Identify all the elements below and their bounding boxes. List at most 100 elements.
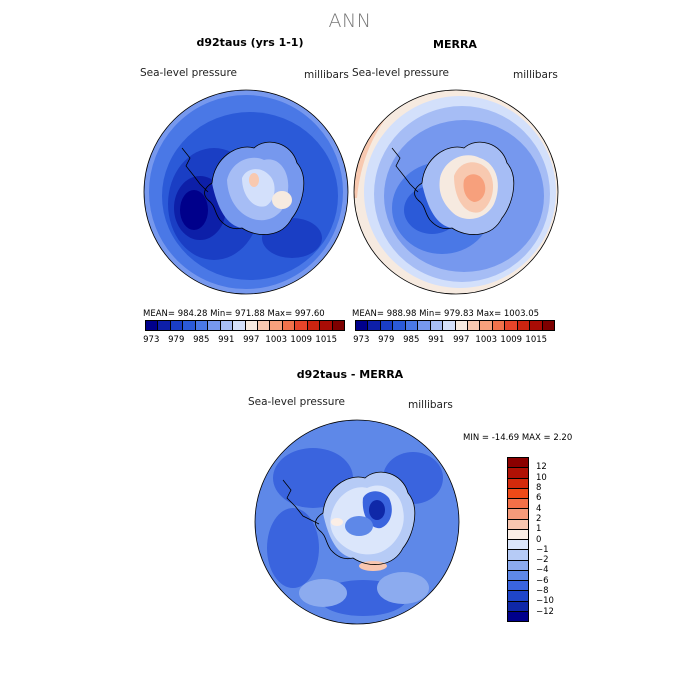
panel1-colorbar-labels: 973 979 985 991 997 1003 1009 1015 [143,335,345,347]
colorbar-swatch [405,321,419,330]
colorbar-swatch [508,581,528,592]
colorbar-swatch [158,321,171,330]
colorbar-swatch [208,321,221,330]
colorbar-swatch [508,540,528,551]
panel3-units: millibars [408,399,453,411]
colorbar-tick-label: 985 [403,335,420,345]
colorbar-swatch [508,611,528,621]
colorbar-swatch [356,321,369,330]
colorbar-swatch [508,519,528,530]
colorbar-tick-label: 12 [536,462,547,473]
colorbar-tick-label: 2 [536,513,542,524]
colorbar-tick-label: 973 [353,335,370,345]
panel2-polar-map [353,89,559,295]
panel2-stats: MEAN= 988.98 Min= 979.83 Max= 1003.05 [352,309,540,319]
colorbar-swatch [320,321,333,330]
colorbar-tick-label: 991 [428,335,445,345]
colorbar-tick-label: −6 [536,575,549,586]
colorbar-swatch [393,321,406,330]
colorbar-swatch [492,321,506,330]
colorbar-swatch [508,509,528,520]
colorbar-swatch [443,321,456,330]
colorbar-tick-label: 997 [243,335,260,345]
colorbar-tick-label: 1 [536,524,542,535]
colorbar-swatch [245,321,258,330]
colorbar-swatch [183,321,196,330]
panel3-title: d92taus - MERRA [296,368,404,381]
panel3-colorbar-labels: 12 10 8 6 4 2 1 0 −1 −2 −4 −6 −8 −10 −12 [536,457,576,622]
colorbar-swatch [282,321,296,330]
colorbar-swatch [508,591,528,602]
colorbar-swatch [505,321,518,330]
colorbar-swatch [508,601,528,612]
colorbar-swatch [307,321,321,330]
panel1-polar-map [143,89,349,295]
colorbar-tick-label: −1 [536,544,549,555]
colorbar-swatch [480,321,493,330]
panel2-colorbar-labels: 973 979 985 991 997 1003 1009 1015 [353,335,555,347]
colorbar-swatch [508,499,528,510]
colorbar-swatch [508,478,528,489]
colorbar-tick-label: 979 [378,335,395,345]
colorbar-tick-label: −10 [536,596,554,607]
colorbar-tick-label: 997 [453,335,470,345]
colorbar-swatch [170,321,184,330]
colorbar-swatch [270,321,283,330]
colorbar-swatch [508,458,528,469]
panel1-colorbar [145,320,345,331]
colorbar-tick-label: −2 [536,555,549,566]
panel3-variable: Sea-level pressure [248,396,346,408]
colorbar-swatch [233,321,246,330]
colorbar-swatch [455,321,468,330]
colorbar-swatch [508,570,528,581]
colorbar-tick-label: 985 [193,335,210,345]
colorbar-tick-label: 973 [143,335,160,345]
colorbar-tick-label: 1003 [475,335,498,345]
colorbar-swatch [257,321,271,330]
colorbar-swatch [195,321,209,330]
colorbar-swatch [467,321,481,330]
colorbar-swatch [295,321,308,330]
colorbar-swatch [418,321,431,330]
colorbar-tick-label: 1015 [525,335,548,345]
colorbar-swatch [508,468,528,479]
colorbar-tick-label: 979 [168,335,185,345]
colorbar-swatch [368,321,381,330]
panel2-units: millibars [513,69,558,81]
colorbar-tick-label: 1003 [265,335,288,345]
panel3-colorbar [507,457,529,622]
colorbar-swatch [542,321,554,330]
colorbar-swatch [430,321,444,330]
colorbar-tick-label: 10 [536,472,547,483]
colorbar-swatch [380,321,394,330]
colorbar-tick-label: −8 [536,586,549,597]
colorbar-tick-label: 991 [218,335,235,345]
colorbar-swatch [508,550,528,561]
colorbar-tick-label: 8 [536,482,542,493]
colorbar-swatch [146,321,159,330]
colorbar-tick-label: 1009 [290,335,313,345]
colorbar-swatch [332,321,344,330]
colorbar-tick-label: −4 [536,565,549,576]
colorbar-swatch [508,488,528,499]
colorbar-swatch [530,321,543,330]
main-title: ANN [328,10,372,32]
panel2-colorbar [355,320,555,331]
panel1-title: d92taus (yrs 1-1) [196,36,304,49]
colorbar-tick-label: 6 [536,493,542,504]
colorbar-swatch [220,321,234,330]
panel3-stats: MIN = -14.69 MAX = 2.20 [463,433,573,443]
colorbar-swatch [517,321,531,330]
colorbar-swatch [508,529,528,540]
panel2-title: MERRA [433,38,477,51]
colorbar-tick-label: 1009 [500,335,523,345]
panel3-polar-map [254,419,460,625]
colorbar-tick-label: 1015 [315,335,338,345]
panel1-variable: Sea-level pressure [140,67,238,79]
panel1-units: millibars [304,69,349,81]
colorbar-tick-label: −12 [536,606,554,617]
colorbar-swatch [508,560,528,571]
colorbar-tick-label: 0 [536,534,542,545]
panel1-stats: MEAN= 984.28 Min= 971.88 Max= 997.60 [143,309,325,319]
colorbar-tick-label: 4 [536,503,542,514]
